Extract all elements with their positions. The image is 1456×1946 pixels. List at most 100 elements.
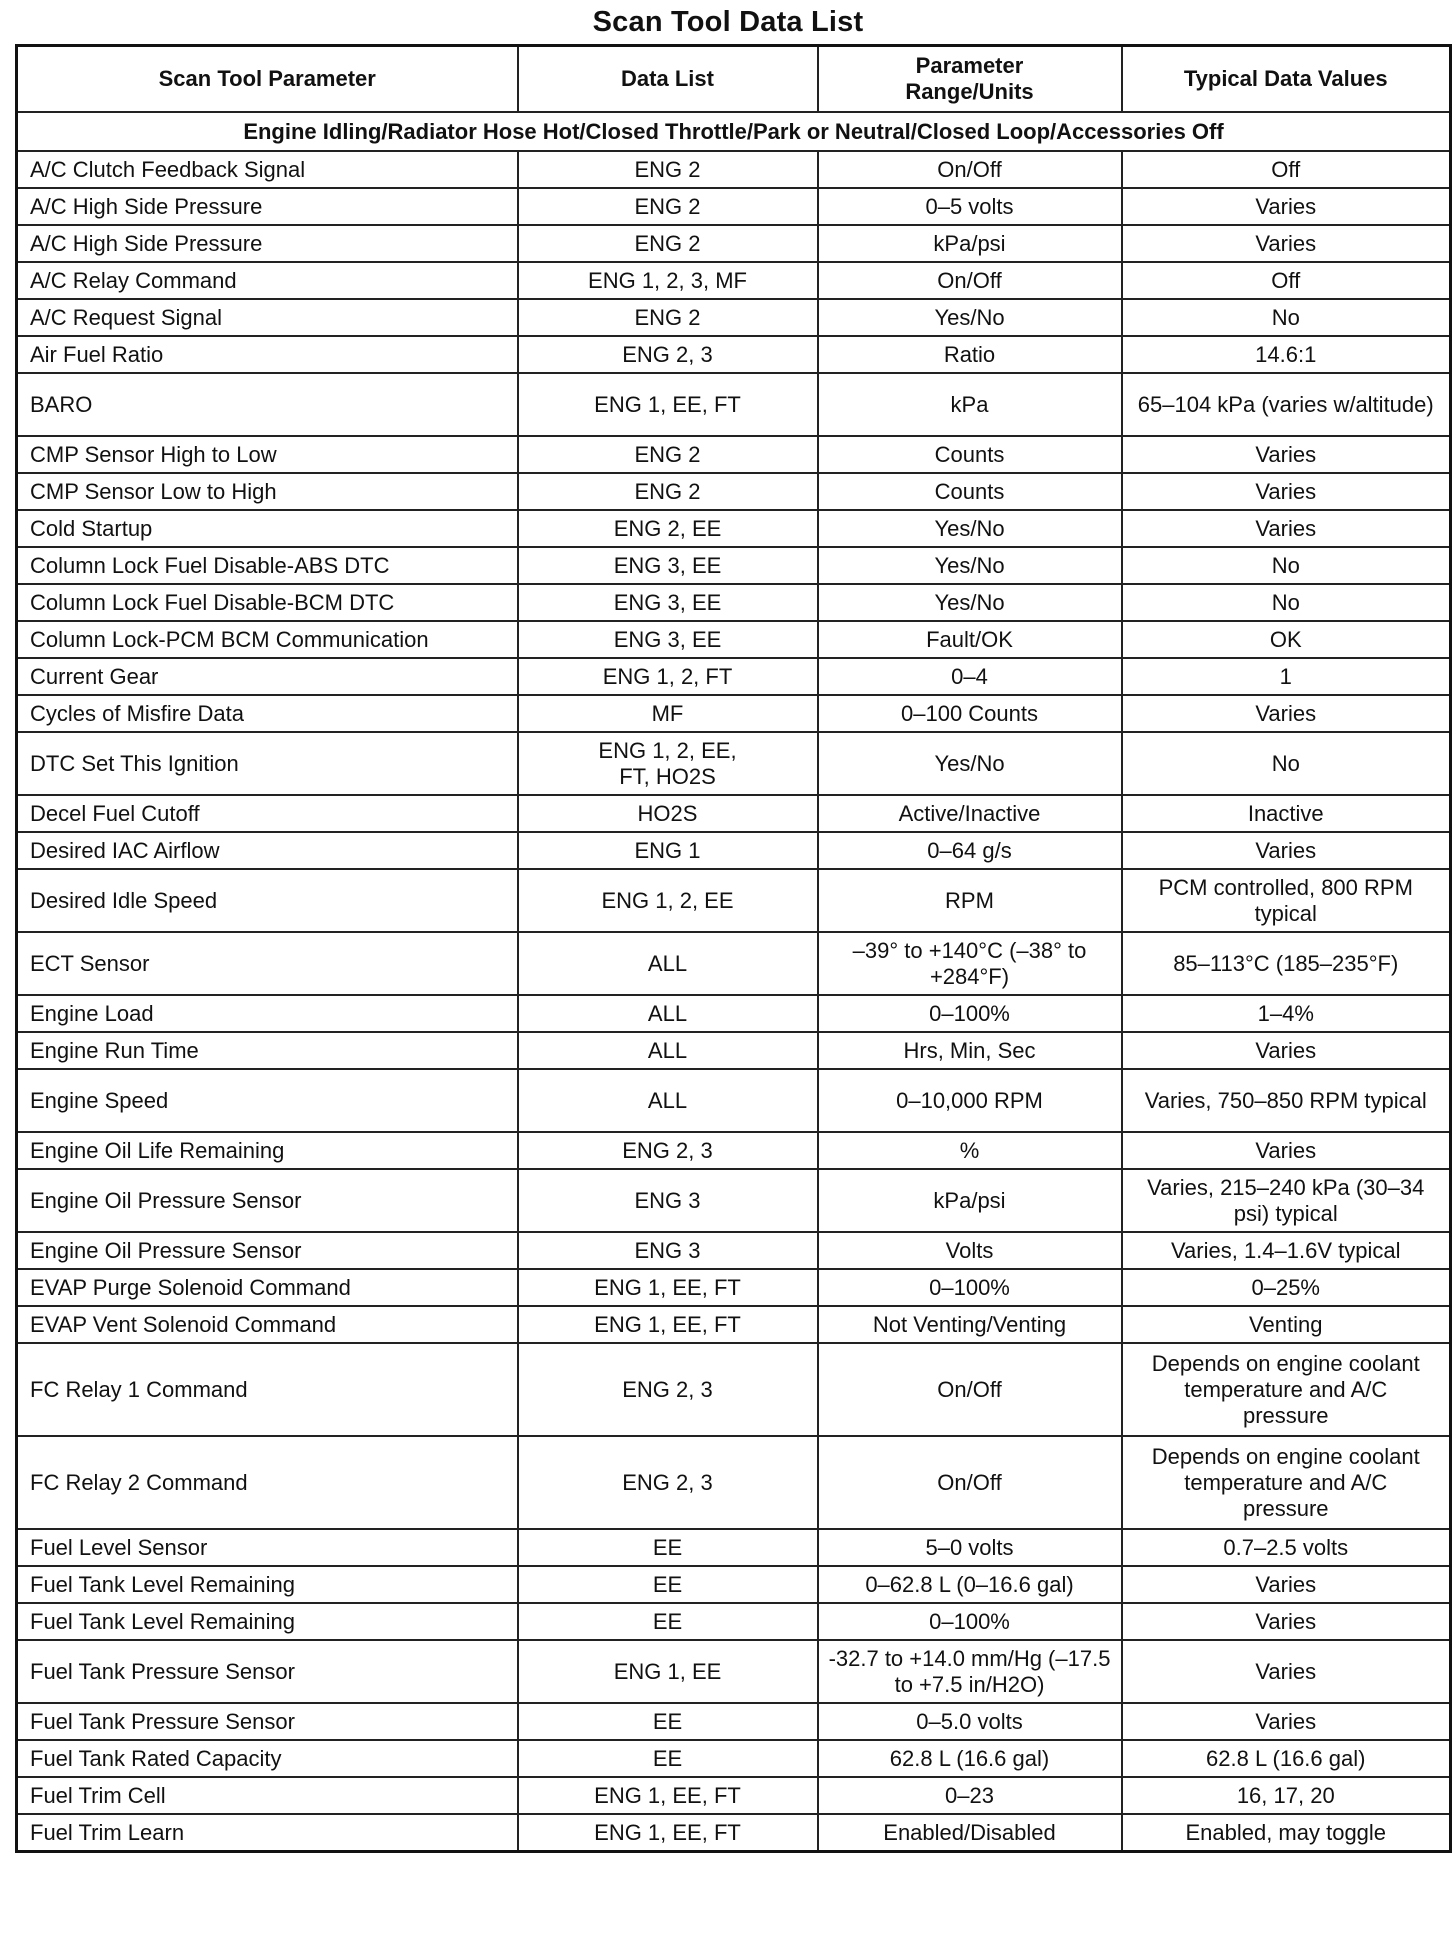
cell-parameter: EVAP Vent Solenoid Command	[15, 1305, 519, 1344]
cell-parameter: Engine Speed	[15, 1068, 519, 1133]
cell-range-units: 5–0 volts	[816, 1528, 1123, 1567]
cell-data-list: ENG 2	[516, 187, 819, 226]
table-row: Engine Speed ALL 0–10,000 RPM Varies, 750–8…	[15, 1068, 1452, 1133]
cell-range-units: RPM	[816, 868, 1123, 933]
cell-range-units: kPa/psi	[816, 224, 1123, 263]
cell-range-units: Yes/No	[816, 583, 1123, 622]
cell-typical-value: 65–104 kPa (varies w/altitude)	[1120, 372, 1452, 437]
cell-parameter: Current Gear	[15, 657, 519, 696]
cell-typical-value: No	[1120, 546, 1452, 585]
table-row: ECT Sensor ALL –39° to +140°C (–38° to +28…	[15, 931, 1452, 996]
cell-data-list: ENG 3, EE	[516, 620, 819, 659]
cell-parameter: Cycles of Misfire Data	[15, 694, 519, 733]
table-row: Engine Oil Pressure Sensor ENG 3 Volts Vari…	[15, 1231, 1452, 1270]
cell-range-units: 62.8 L (16.6 gal)	[816, 1739, 1123, 1778]
cell-typical-value: 1–4%	[1120, 994, 1452, 1033]
cell-parameter: Engine Oil Life Remaining	[15, 1131, 519, 1170]
cell-range-units: On/Off	[816, 1435, 1123, 1530]
cell-data-list: ENG 2	[516, 150, 819, 189]
cell-typical-value: No	[1120, 583, 1452, 622]
cell-typical-value: OK	[1120, 620, 1452, 659]
cell-data-list: ENG 1	[516, 831, 819, 870]
table-row: Fuel Tank Pressure Sensor EE 0–5.0 volts Va…	[15, 1702, 1452, 1741]
cell-data-list: EE	[516, 1739, 819, 1778]
cell-parameter: A/C Request Signal	[15, 298, 519, 337]
cell-parameter: EVAP Purge Solenoid Command	[15, 1268, 519, 1307]
cell-data-list: ENG 1, EE, FT	[516, 1305, 819, 1344]
cell-parameter: Desired Idle Speed	[15, 868, 519, 933]
table-row: Engine Load ALL 0–100% 1–4%	[15, 994, 1452, 1033]
cell-range-units: Hrs, Min, Sec	[816, 1031, 1123, 1070]
cell-parameter: Engine Oil Pressure Sensor	[15, 1168, 519, 1233]
table-row: Decel Fuel Cutoff HO2S Active/Inactive Inac…	[15, 794, 1452, 833]
header-typical-values: Typical Data Values	[1120, 44, 1452, 113]
cell-typical-value: Off	[1120, 261, 1452, 300]
cell-data-list: ENG 1, 2, 3, MF	[516, 261, 819, 300]
table-row: Column Lock-PCM BCM Communication ENG 3, …	[15, 620, 1452, 659]
cell-typical-value: Venting	[1120, 1305, 1452, 1344]
page-title: Scan Tool Data List	[592, 6, 864, 38]
header-parameter: Scan Tool Parameter	[15, 44, 519, 113]
cell-data-list: HO2S	[516, 794, 819, 833]
cell-data-list: ENG 2	[516, 472, 819, 511]
cell-typical-value: Varies	[1120, 435, 1452, 474]
cell-typical-value: Varies	[1120, 1602, 1452, 1641]
cell-typical-value: Varies	[1120, 831, 1452, 870]
table-row: Engine Run Time ALL Hrs, Min, Sec Varies	[15, 1031, 1452, 1070]
cell-parameter: Fuel Tank Pressure Sensor	[15, 1639, 519, 1704]
cell-parameter: Column Lock Fuel Disable-ABS DTC	[15, 546, 519, 585]
cell-typical-value: Varies	[1120, 1639, 1452, 1704]
cell-typical-value: Depends on engine coolant temperature an…	[1120, 1342, 1452, 1437]
cell-data-list: EE	[516, 1702, 819, 1741]
cell-typical-value: 0.7–2.5 volts	[1120, 1528, 1452, 1567]
cell-data-list: ALL	[516, 994, 819, 1033]
table-row: A/C Clutch Feedback Signal ENG 2 On/Off Off	[15, 150, 1452, 189]
cell-data-list: ENG 1, EE, FT	[516, 1813, 819, 1853]
cell-range-units: %	[816, 1131, 1123, 1170]
cell-range-units: Enabled/Disabled	[816, 1813, 1123, 1853]
cell-range-units: On/Off	[816, 1342, 1123, 1437]
table-row: Current Gear ENG 1, 2, FT 0–4 1	[15, 657, 1452, 696]
cell-range-units: Active/Inactive	[816, 794, 1123, 833]
cell-data-list: EE	[516, 1602, 819, 1641]
cell-parameter: Desired IAC Airflow	[15, 831, 519, 870]
cell-data-list: ENG 2, 3	[516, 1342, 819, 1437]
cell-range-units: kPa/psi	[816, 1168, 1123, 1233]
cell-parameter: CMP Sensor Low to High	[15, 472, 519, 511]
cell-data-list: MF	[516, 694, 819, 733]
cell-typical-value: Varies, 1.4–1.6V typical	[1120, 1231, 1452, 1270]
cell-parameter: Fuel Tank Level Remaining	[15, 1602, 519, 1641]
cell-typical-value: Varies	[1120, 694, 1452, 733]
cell-parameter: Air Fuel Ratio	[15, 335, 519, 374]
section-row: Engine Idling/Radiator Hose Hot/Closed T…	[15, 111, 1452, 152]
table-row: CMP Sensor Low to High ENG 2 Counts Varies	[15, 472, 1452, 511]
cell-data-list: ENG 2, 3	[516, 1131, 819, 1170]
cell-typical-value: 16, 17, 20	[1120, 1776, 1452, 1815]
header-range-units: Parameter Range/Units	[816, 44, 1123, 113]
cell-typical-value: Depends on engine coolant temperature an…	[1120, 1435, 1452, 1530]
cell-range-units: 0–5 volts	[816, 187, 1123, 226]
table-row: Fuel Tank Level Remaining EE 0–100% Varies	[15, 1602, 1452, 1641]
cell-typical-value: Varies	[1120, 187, 1452, 226]
cell-data-list: ENG 1, 2, FT	[516, 657, 819, 696]
cell-typical-value: 0–25%	[1120, 1268, 1452, 1307]
cell-range-units: On/Off	[816, 261, 1123, 300]
table-row: A/C High Side Pressure ENG 2 0–5 volts Vari…	[15, 187, 1452, 226]
table-row: Desired Idle Speed ENG 1, 2, EE RPM PCM con…	[15, 868, 1452, 933]
cell-range-units: –39° to +140°C (–38° to +284°F)	[816, 931, 1123, 996]
header-data-list: Data List	[516, 44, 819, 113]
cell-parameter: Column Lock Fuel Disable-BCM DTC	[15, 583, 519, 622]
cell-data-list: ALL	[516, 931, 819, 996]
scan-tool-data-table: Scan Tool Parameter Data List Parameter …	[15, 44, 1452, 1853]
table-row: Fuel Trim Cell ENG 1, EE, FT 0–23 16, 17, 2…	[15, 1776, 1452, 1815]
cell-typical-value: 62.8 L (16.6 gal)	[1120, 1739, 1452, 1778]
table-row: DTC Set This Ignition ENG 1, 2, EE, FT, H…	[15, 731, 1452, 796]
table-row: Desired IAC Airflow ENG 1 0–64 g/s Varies	[15, 831, 1452, 870]
table-row: A/C Request Signal ENG 2 Yes/No No	[15, 298, 1452, 337]
cell-typical-value: Enabled, may toggle	[1120, 1813, 1452, 1853]
table-row: Fuel Level Sensor EE 5–0 volts 0.7–2.5 volt…	[15, 1528, 1452, 1567]
cell-parameter: DTC Set This Ignition	[15, 731, 519, 796]
cell-parameter: Fuel Tank Rated Capacity	[15, 1739, 519, 1778]
table-row: Engine Oil Pressure Sensor ENG 3 kPa/psi Va…	[15, 1168, 1452, 1233]
cell-range-units: 0–23	[816, 1776, 1123, 1815]
